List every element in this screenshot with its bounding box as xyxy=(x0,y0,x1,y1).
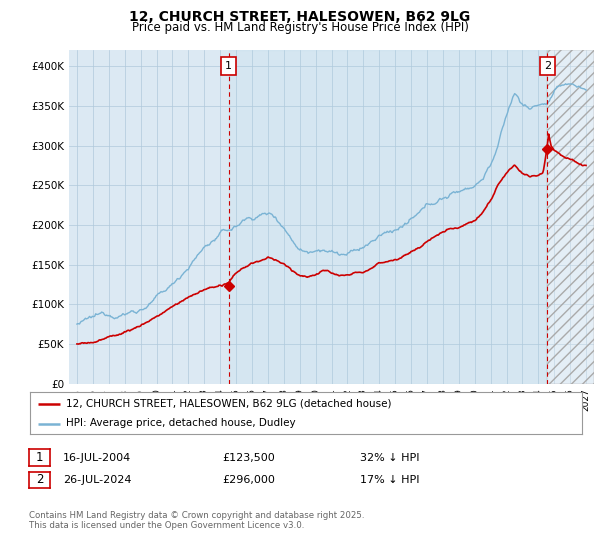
Text: 12, CHURCH STREET, HALESOWEN, B62 9LG (detached house): 12, CHURCH STREET, HALESOWEN, B62 9LG (d… xyxy=(66,399,391,409)
Text: HPI: Average price, detached house, Dudley: HPI: Average price, detached house, Dudl… xyxy=(66,418,296,428)
Text: 32% ↓ HPI: 32% ↓ HPI xyxy=(360,452,419,463)
Text: £123,500: £123,500 xyxy=(222,452,275,463)
Bar xyxy=(547,50,594,384)
Bar xyxy=(229,50,547,384)
Text: 2: 2 xyxy=(36,473,43,487)
Text: 12, CHURCH STREET, HALESOWEN, B62 9LG: 12, CHURCH STREET, HALESOWEN, B62 9LG xyxy=(130,10,470,24)
Text: 17% ↓ HPI: 17% ↓ HPI xyxy=(360,475,419,485)
Text: Contains HM Land Registry data © Crown copyright and database right 2025.
This d: Contains HM Land Registry data © Crown c… xyxy=(29,511,364,530)
Text: Price paid vs. HM Land Registry's House Price Index (HPI): Price paid vs. HM Land Registry's House … xyxy=(131,21,469,34)
Text: 1: 1 xyxy=(225,61,232,71)
Text: 16-JUL-2004: 16-JUL-2004 xyxy=(63,452,131,463)
Text: 1: 1 xyxy=(36,451,43,464)
Text: 2: 2 xyxy=(544,61,551,71)
Bar xyxy=(547,50,594,384)
Text: £296,000: £296,000 xyxy=(222,475,275,485)
Text: 26-JUL-2024: 26-JUL-2024 xyxy=(63,475,131,485)
